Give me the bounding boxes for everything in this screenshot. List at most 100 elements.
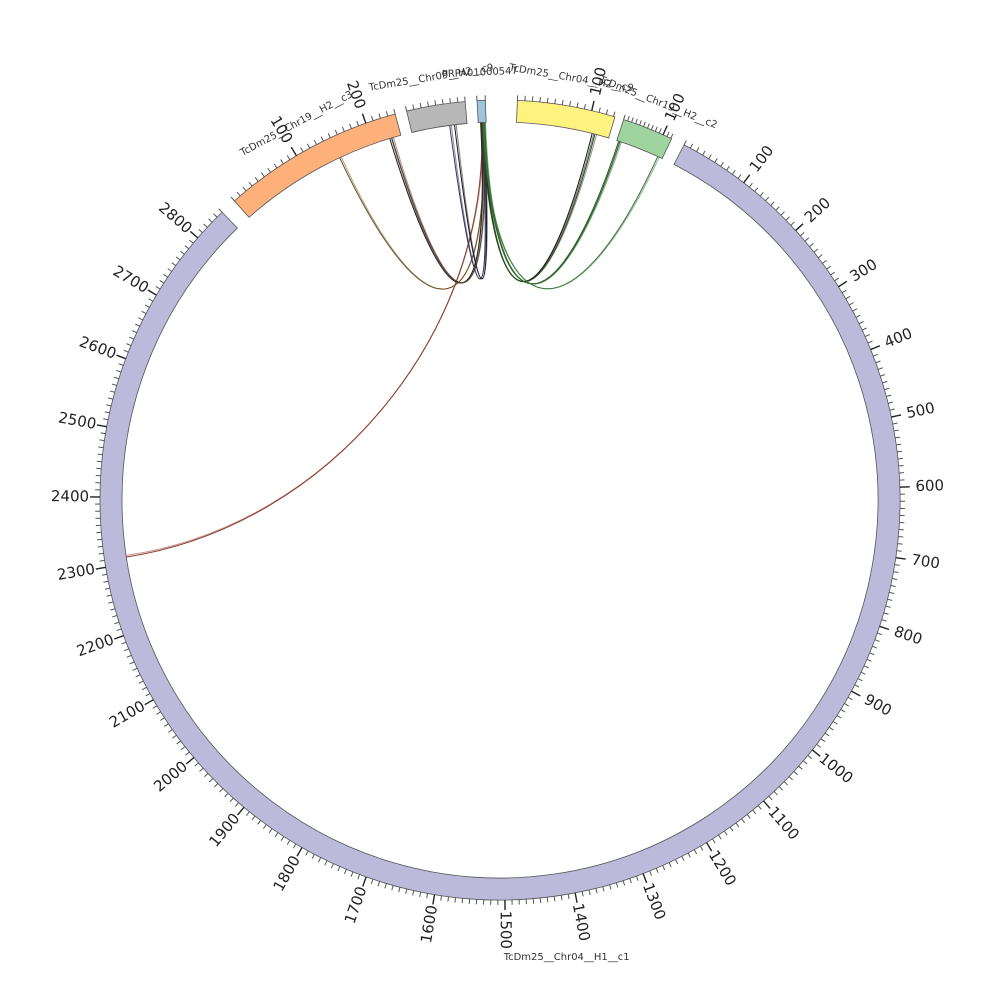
ticks-layer: 100 200 300 400 500 600 700 800 900 1000 1100 1200 1… xyxy=(51,65,945,949)
tick-c1-2200 xyxy=(114,634,124,640)
tick-label-c1-900: 900 xyxy=(861,690,895,719)
tick-label-c1-1000: 1000 xyxy=(816,749,857,787)
tick-label-c1-1300: 1300 xyxy=(639,880,669,922)
tick-c1-1200 xyxy=(705,842,713,852)
tick-c3-150 xyxy=(327,133,331,138)
tick-c1-130 xyxy=(759,192,764,197)
tick-c1-1110 xyxy=(757,805,762,810)
tick-c1-30 xyxy=(702,150,706,156)
tick-c1-970 xyxy=(824,732,830,737)
tick-c1-2820 xyxy=(203,223,208,228)
tick-c1-780 xyxy=(883,612,889,615)
tick-c1-1270 xyxy=(662,865,666,871)
tick-c2-110 xyxy=(666,131,670,137)
tick-c3-10 xyxy=(236,191,241,197)
segment-c2 xyxy=(616,119,673,160)
link-2 xyxy=(389,122,483,284)
tick-c2-70 xyxy=(650,124,654,130)
tick-c1-80 xyxy=(731,169,736,175)
tick-c1-770 xyxy=(885,605,891,608)
tick-c1-1850 xyxy=(268,828,273,834)
tick-c2-80 xyxy=(654,126,658,132)
tick-c9-90 xyxy=(583,104,586,110)
tick-c3-40 xyxy=(254,177,259,182)
tick-c1-430 xyxy=(877,367,883,370)
tick-c1-2100 xyxy=(144,699,154,706)
tick-c1-1680 xyxy=(377,881,381,887)
tick-c1-1350 xyxy=(609,884,612,890)
tick-c1-1410 xyxy=(567,894,570,900)
tick-c1-1330 xyxy=(622,880,626,886)
tick-c1-240 xyxy=(813,248,819,253)
tick-c1-2280 xyxy=(103,580,109,583)
tick-c1-1340 xyxy=(615,882,619,888)
tick-c1-1710 xyxy=(357,874,360,880)
tick-c3-120 xyxy=(306,143,311,149)
tick-c9b-60 xyxy=(449,98,451,104)
tick-c1-760 xyxy=(887,598,893,601)
link-edge-5 xyxy=(455,122,488,280)
tick-c1-1010 xyxy=(807,754,813,759)
tick-label-c1-1100: 1100 xyxy=(764,803,803,844)
tick-c1-2680 xyxy=(144,304,150,308)
tick-c1-2210 xyxy=(116,628,122,632)
tick-c3-230 xyxy=(385,111,389,117)
tick-c1-270 xyxy=(826,265,831,270)
tick-c9-60 xyxy=(561,99,564,105)
tick-c1-1630 xyxy=(412,890,415,896)
tick-c1-2060 xyxy=(163,723,169,727)
tick-c3-60 xyxy=(267,167,271,173)
tick-c1-2580 xyxy=(116,369,122,373)
tick-c1-2660 xyxy=(138,317,144,321)
tick-c1-1810 xyxy=(292,843,297,849)
tick-c1-730 xyxy=(892,578,898,581)
tick-c3-140 xyxy=(320,136,324,142)
tick-c1-800 xyxy=(879,625,890,631)
tick-label-c1-1800: 1800 xyxy=(269,852,304,894)
tick-c9b-50 xyxy=(441,99,444,105)
tick-c1-2050 xyxy=(167,729,173,733)
tick-c1-2790 xyxy=(189,239,194,244)
tick-c1-320 xyxy=(845,295,851,300)
tick-label-c1-300: 300 xyxy=(847,255,881,285)
tick-c1-1370 xyxy=(595,888,598,894)
tick-c1-1730 xyxy=(343,869,347,875)
tick-c1-890 xyxy=(854,684,860,688)
tick-c1-1880 xyxy=(251,815,256,821)
tick-c1-1620 xyxy=(419,891,422,898)
tick-c1-680 xyxy=(897,543,903,545)
tick-label-c1-1500: 1500 xyxy=(497,911,515,949)
tick-label-c1-1600: 1600 xyxy=(417,904,441,945)
tick-c1-500 xyxy=(891,414,902,418)
tick-c1-2300 xyxy=(95,566,106,570)
tick-label-c1-2500: 2500 xyxy=(57,408,98,433)
tick-c1-330 xyxy=(848,302,854,306)
tick-c1-2180 xyxy=(123,648,129,652)
tick-c9-70 xyxy=(569,101,572,107)
tick-c2-20 xyxy=(631,117,634,123)
tick-c1-2090 xyxy=(152,705,158,709)
tick-c1-1130 xyxy=(746,814,751,819)
tick-c1-2240 xyxy=(110,608,116,611)
tick-c1-2650 xyxy=(134,323,140,327)
tick-c1-390 xyxy=(867,340,873,344)
tick-c1-250 xyxy=(817,254,823,259)
tick-c1-1420 xyxy=(560,895,563,901)
tick-c3-80 xyxy=(280,159,284,165)
tick-c1-490 xyxy=(889,408,895,411)
tick-c1-180 xyxy=(785,216,790,221)
tick-label-c1-1400: 1400 xyxy=(569,902,594,943)
tick-c1-710 xyxy=(894,564,900,566)
tick-c1-1700 xyxy=(362,876,367,887)
tick-c3-160 xyxy=(334,129,338,135)
tick-c1-2490 xyxy=(100,432,106,435)
tick-c1-1640 xyxy=(405,888,408,894)
tick-c1-1890 xyxy=(245,811,250,817)
tick-label-c1-200: 200 xyxy=(801,194,834,227)
tick-c1-1210 xyxy=(699,845,704,851)
tick-c1-750 xyxy=(889,591,895,594)
link-edge-8 xyxy=(484,122,621,285)
tick-c1-2670 xyxy=(141,310,147,315)
tick-c1-1040 xyxy=(793,770,798,776)
tick-c3-0 xyxy=(230,196,235,202)
